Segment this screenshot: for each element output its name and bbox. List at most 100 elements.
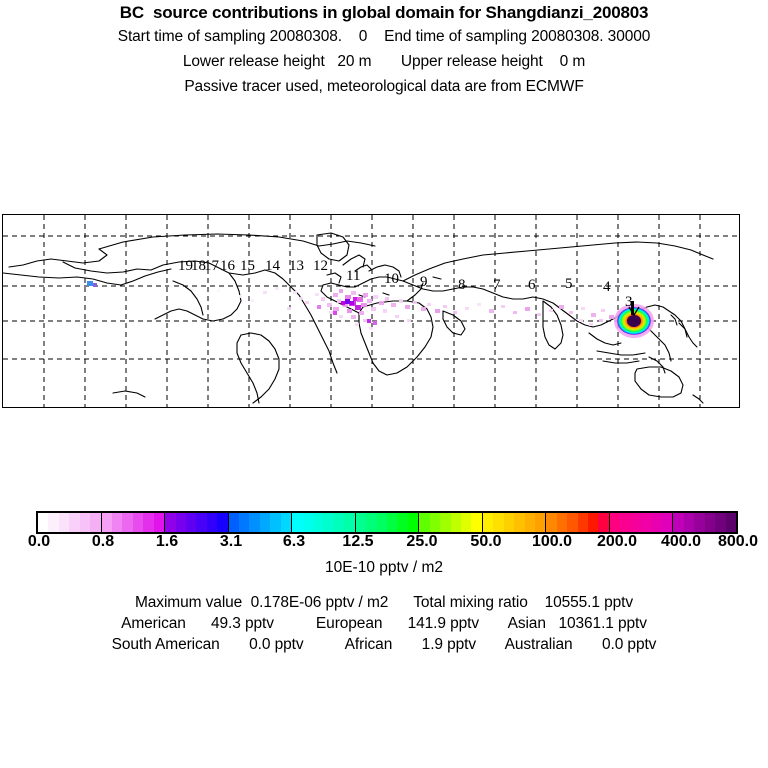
colorbar-segment — [482, 513, 547, 532]
colorbar-tick: 200.0 — [596, 533, 638, 550]
day-label: 13 — [289, 258, 304, 274]
colorbar-tick: 400.0 — [660, 533, 702, 550]
colorbar-step — [471, 513, 482, 532]
colorbar-step — [270, 513, 281, 532]
colorbar-tick: 6.3 — [282, 533, 306, 550]
colorbar-step — [259, 513, 271, 532]
colorbar-step — [524, 513, 535, 532]
colorbar-step — [419, 513, 430, 532]
header-block: BC source contributions in global domain… — [0, 0, 768, 101]
day-label: 16 — [220, 258, 235, 274]
colorbar-step — [493, 513, 504, 532]
colorbar-step — [355, 513, 367, 532]
colorbar-step — [397, 513, 408, 532]
colorbar-step — [165, 513, 176, 532]
colorbar-segment — [419, 513, 483, 532]
colorbar-step — [175, 513, 186, 532]
colorbar-step — [249, 513, 260, 532]
colorbar-step — [567, 513, 578, 532]
day-label: 18 — [191, 258, 206, 274]
colorbar-step — [662, 513, 673, 532]
colorbar-step — [546, 513, 557, 532]
colorbar-step — [153, 513, 165, 532]
colorbar-step — [683, 513, 695, 532]
colorbar-step — [217, 513, 228, 532]
day-label: 9 — [420, 274, 428, 290]
colorbar-step — [292, 513, 303, 532]
colorbar-step — [673, 513, 684, 532]
colorbar-step — [122, 513, 133, 532]
colorbar-step — [344, 513, 355, 532]
colorbar-step — [503, 513, 515, 532]
day-label: 15 — [240, 258, 255, 274]
day-label: 6 — [528, 277, 536, 293]
colorbar-unit-label: 10E-10 pptv / m2 — [324, 559, 444, 576]
day-label: 11 — [346, 268, 361, 284]
colorbar-step — [196, 513, 207, 532]
tracer-meteo-line: Passive tracer used, meteorological data… — [184, 78, 584, 95]
colorbar-step — [715, 513, 726, 532]
colorbar-step — [534, 513, 546, 532]
receptor-hotspot — [614, 301, 654, 338]
colorbar-step — [48, 513, 59, 532]
colorbar-step — [206, 513, 218, 532]
colorbar-step — [101, 513, 112, 532]
stat-line-max-total: Maximum value 0.178E-06 pptv / m2 Total … — [134, 594, 634, 611]
colorbar-step — [58, 513, 70, 532]
colorbar-segment — [609, 513, 674, 532]
day-label: 12 — [313, 258, 328, 274]
colorbar-step — [333, 513, 345, 532]
plume-low-values — [169, 285, 621, 330]
colorbar-tick-labels: 0.0 0.8 1.6 3.1 6.3 12.5 25.0 50.0 100.0… — [0, 534, 768, 554]
colorbar-step — [79, 513, 91, 532]
colorbar-step — [440, 513, 451, 532]
day-label: 5 — [565, 276, 573, 292]
day-label: 19 — [178, 258, 193, 274]
colorbar-step — [323, 513, 334, 532]
colorbar-step — [598, 513, 609, 532]
world-map-svg — [3, 215, 739, 407]
colorbar-tick: 50.0 — [470, 533, 502, 550]
colorbar-step — [69, 513, 80, 532]
colorbar-step — [38, 513, 49, 532]
colorbar-segment — [38, 513, 102, 532]
colorbar-segment — [355, 513, 420, 532]
day-label: 17 — [204, 258, 219, 274]
colorbar-step — [407, 513, 419, 532]
statistics-block: Maximum value 0.178E-06 pptv / m2 Total … — [0, 592, 768, 655]
colorbar-step — [429, 513, 441, 532]
colorbar-step — [111, 513, 123, 532]
colorbar-tick: 100.0 — [531, 533, 573, 550]
page-title: BC source contributions in global domain… — [119, 3, 649, 22]
colorbar-step — [143, 513, 154, 532]
colorbar-step — [90, 513, 101, 532]
colorbar-step — [239, 513, 250, 532]
day-label: 10 — [384, 271, 399, 287]
colorbar-segment — [101, 513, 166, 532]
colorbar-step — [366, 513, 377, 532]
colorbar-step — [132, 513, 144, 532]
colorbar-tick: 1.6 — [155, 533, 179, 550]
colorbar-tick: 800.0 — [717, 533, 759, 550]
day-label: 3 — [625, 294, 633, 310]
colorbar-step — [609, 513, 621, 532]
colorbar-tick: 25.0 — [406, 533, 438, 550]
stat-line-continents-2: South American 0.0 pptv African 1.9 pptv… — [111, 636, 657, 653]
colorbar-step — [651, 513, 663, 532]
colorbar-step — [280, 513, 292, 532]
colorbar-step — [588, 513, 599, 532]
sampling-time-line: Start time of sampling 20080308. 0 End t… — [117, 28, 651, 45]
colorbar-step — [577, 513, 589, 532]
colorbar-wrap — [36, 511, 738, 534]
colorbar-step — [704, 513, 716, 532]
colorbar-segment — [165, 513, 229, 532]
colorbar-step — [620, 513, 631, 532]
colorbar-step — [630, 513, 642, 532]
colorbar-step — [694, 513, 705, 532]
colorbar-segment — [546, 513, 610, 532]
colorbar-step — [556, 513, 568, 532]
colorbar-segment — [228, 513, 293, 532]
colorbar-tick: 0.0 — [27, 533, 51, 550]
colorbar-step — [514, 513, 525, 532]
colorbar-step — [482, 513, 494, 532]
